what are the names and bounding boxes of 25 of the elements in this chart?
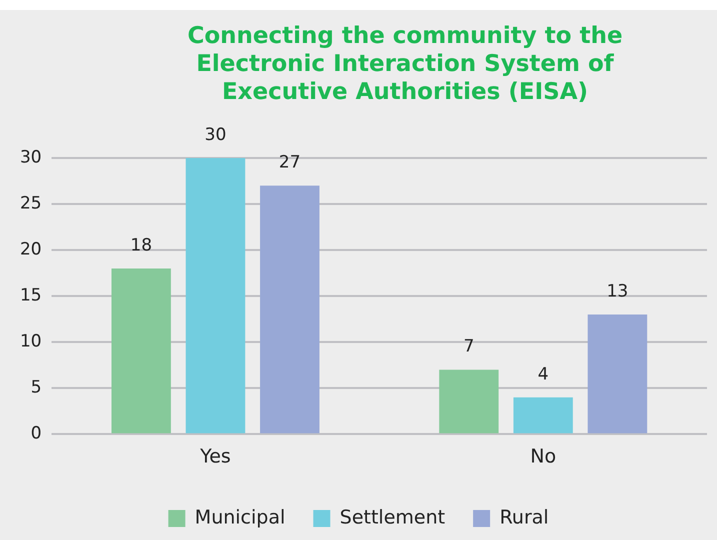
y-tick-label: 5	[30, 378, 42, 398]
bar	[186, 158, 246, 434]
y-tick-label: 0	[30, 424, 42, 444]
legend-label: Rural	[500, 506, 549, 528]
data-label: 7	[463, 336, 474, 357]
data-label: 13	[606, 281, 628, 302]
y-tick-label: 10	[20, 332, 42, 352]
legend-label: Settlement	[340, 506, 446, 528]
y-tick-label: 25	[20, 193, 42, 214]
bar	[588, 314, 648, 434]
chart-title: Connecting the community to the Electronic Interaction System of Executive Authorities (EISA)	[186, 22, 624, 106]
data-label: 27	[278, 152, 301, 173]
bar	[111, 268, 171, 434]
legend-label: Municipal	[194, 506, 286, 528]
y-tick-label: 20	[20, 239, 42, 260]
bar	[260, 186, 320, 434]
data-label: 4	[538, 364, 549, 384]
data-label: 18	[130, 235, 152, 256]
data-label: 30	[204, 124, 226, 145]
x-tick-label: No	[530, 446, 556, 468]
y-tick-label: 30	[20, 147, 42, 168]
x-tick-label: Yes	[199, 446, 231, 468]
y-tick-label: 15	[20, 286, 42, 306]
bar	[439, 370, 499, 434]
bar	[513, 397, 573, 434]
